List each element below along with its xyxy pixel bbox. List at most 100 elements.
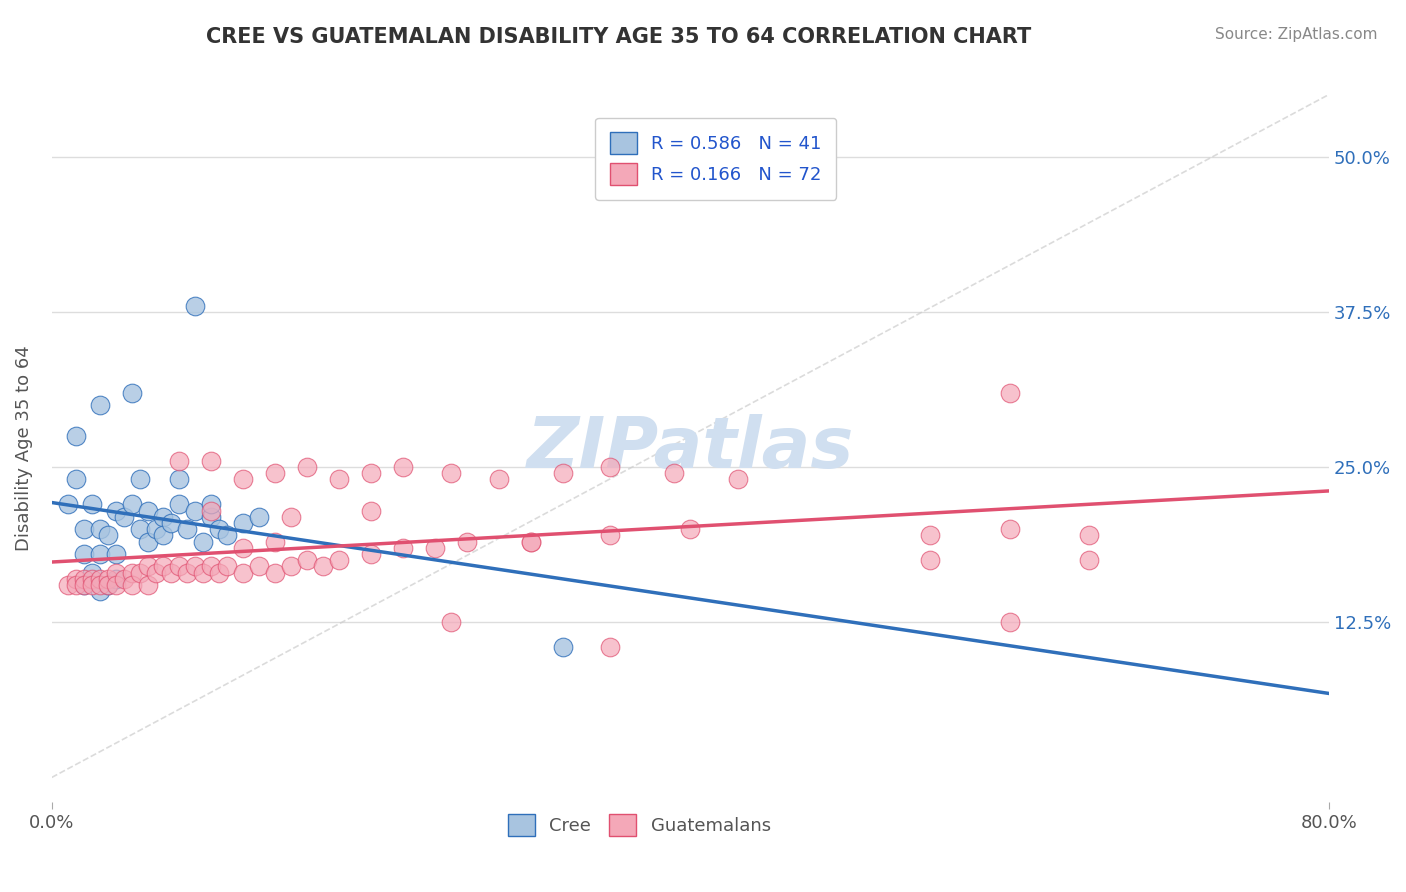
Point: [65, 572, 87, 586]
Point: [152, 528, 174, 542]
Point: [551, 467, 574, 481]
Point: [145, 522, 167, 536]
Point: [80, 578, 103, 592]
Point: [727, 473, 749, 487]
Point: [104, 566, 127, 580]
Legend: Cree, Guatemalans: Cree, Guatemalans: [501, 806, 778, 843]
Point: [998, 385, 1021, 400]
Point: [200, 559, 222, 574]
Point: [328, 473, 350, 487]
Point: [128, 473, 150, 487]
Point: [200, 497, 222, 511]
Point: [104, 578, 127, 592]
Point: [918, 528, 941, 542]
Point: [73, 547, 96, 561]
Point: [423, 541, 446, 555]
Point: [128, 522, 150, 536]
Point: [392, 541, 415, 555]
Point: [169, 559, 191, 574]
Point: [89, 522, 111, 536]
Point: [456, 534, 478, 549]
Point: [264, 566, 287, 580]
Point: [112, 572, 135, 586]
Text: ZIPatlas: ZIPatlas: [527, 414, 853, 483]
Point: [65, 429, 87, 443]
Point: [998, 615, 1021, 630]
Point: [599, 640, 621, 654]
Point: [176, 566, 198, 580]
Point: [89, 584, 111, 599]
Point: [80, 566, 103, 580]
Point: [97, 572, 120, 586]
Point: [232, 516, 254, 530]
Point: [599, 528, 621, 542]
Point: [200, 503, 222, 517]
Point: [121, 566, 143, 580]
Point: [89, 572, 111, 586]
Point: [193, 566, 215, 580]
Point: [200, 509, 222, 524]
Point: [217, 559, 239, 574]
Point: [208, 566, 231, 580]
Point: [56, 497, 79, 511]
Point: [121, 497, 143, 511]
Point: [104, 503, 127, 517]
Y-axis label: Disability Age 35 to 64: Disability Age 35 to 64: [15, 345, 32, 551]
Point: [193, 534, 215, 549]
Point: [1078, 528, 1101, 542]
Text: Source: ZipAtlas.com: Source: ZipAtlas.com: [1215, 27, 1378, 42]
Point: [97, 578, 120, 592]
Point: [65, 578, 87, 592]
Point: [89, 578, 111, 592]
Point: [128, 566, 150, 580]
Point: [169, 473, 191, 487]
Point: [679, 522, 702, 536]
Point: [247, 509, 270, 524]
Text: CREE VS GUATEMALAN DISABILITY AGE 35 TO 64 CORRELATION CHART: CREE VS GUATEMALAN DISABILITY AGE 35 TO …: [207, 27, 1031, 46]
Point: [440, 615, 463, 630]
Point: [247, 559, 270, 574]
Point: [136, 578, 159, 592]
Point: [918, 553, 941, 567]
Point: [392, 460, 415, 475]
Point: [104, 547, 127, 561]
Point: [360, 503, 382, 517]
Point: [488, 473, 510, 487]
Point: [184, 559, 207, 574]
Point: [232, 473, 254, 487]
Point: [440, 467, 463, 481]
Point: [280, 559, 302, 574]
Point: [264, 534, 287, 549]
Point: [145, 566, 167, 580]
Point: [200, 454, 222, 468]
Point: [1078, 553, 1101, 567]
Point: [551, 640, 574, 654]
Point: [73, 572, 96, 586]
Point: [312, 559, 335, 574]
Point: [160, 516, 183, 530]
Point: [599, 460, 621, 475]
Point: [295, 553, 318, 567]
Point: [89, 398, 111, 412]
Point: [169, 454, 191, 468]
Point: [232, 566, 254, 580]
Point: [73, 578, 96, 592]
Point: [152, 559, 174, 574]
Point: [232, 541, 254, 555]
Point: [97, 528, 120, 542]
Point: [136, 534, 159, 549]
Point: [65, 473, 87, 487]
Point: [360, 467, 382, 481]
Point: [73, 522, 96, 536]
Point: [104, 572, 127, 586]
Point: [519, 534, 541, 549]
Point: [169, 497, 191, 511]
Point: [73, 578, 96, 592]
Point: [176, 522, 198, 536]
Point: [184, 503, 207, 517]
Point: [152, 509, 174, 524]
Point: [97, 578, 120, 592]
Point: [519, 534, 541, 549]
Point: [264, 467, 287, 481]
Point: [208, 522, 231, 536]
